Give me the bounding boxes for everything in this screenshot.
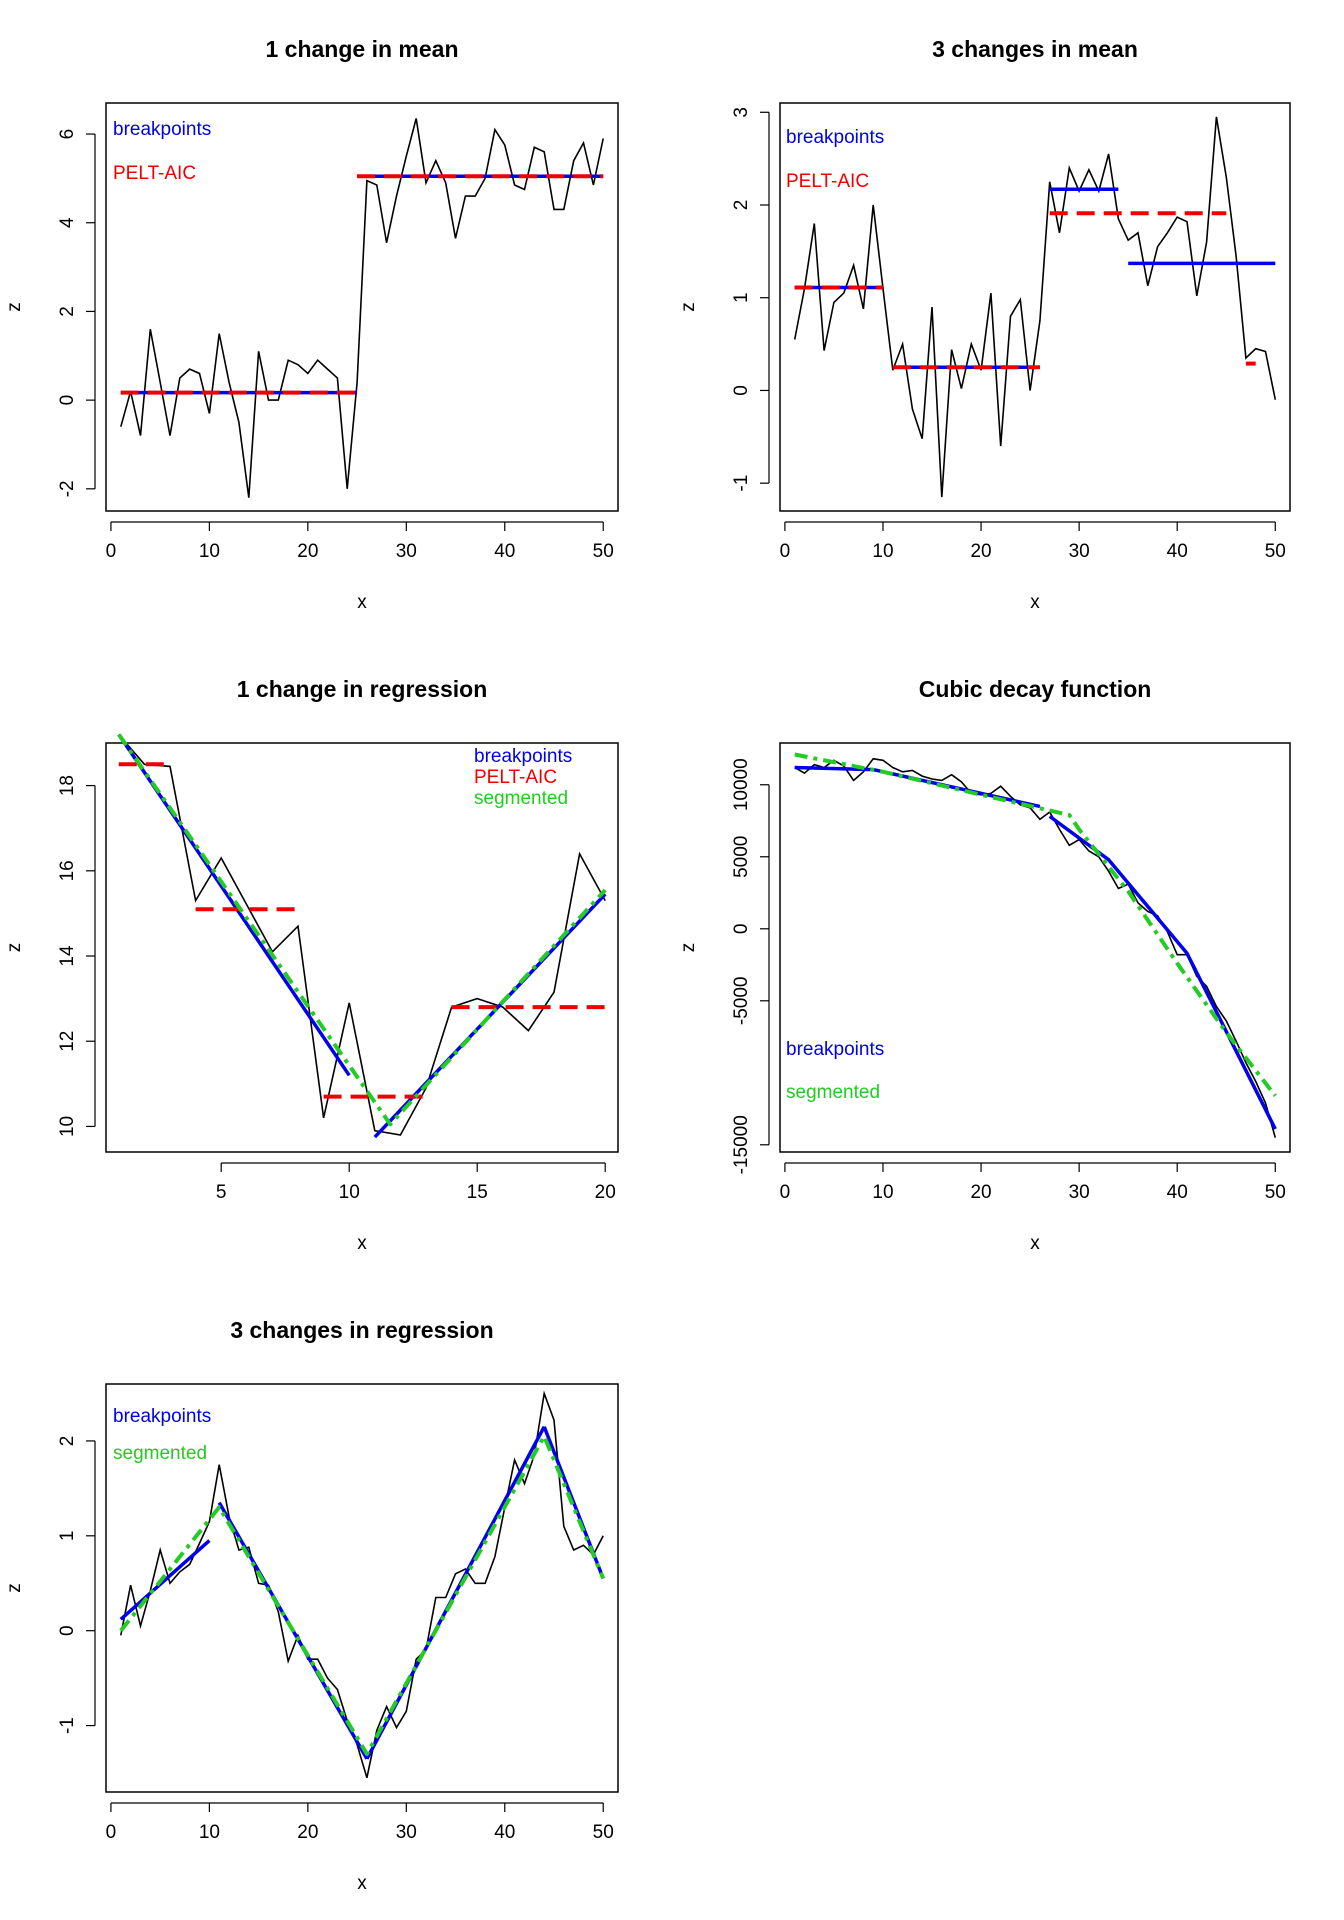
x-tick-label: 50 (1265, 541, 1286, 562)
chart-panel: 3 changes in mean 0 10 20 30 40 50 x -1 0 1 2 3 z brea… (678, 36, 1291, 613)
chart-title: 1 change in mean (265, 36, 458, 62)
y-tick-label: 5000 (731, 836, 752, 878)
legend-item: PELT-AIC (786, 171, 869, 192)
y-tick-label: -15000 (731, 1115, 752, 1174)
legend-item: PELT-AIC (474, 767, 557, 788)
y-tick-label: -5000 (731, 976, 752, 1025)
x-tick-label: 20 (970, 541, 991, 562)
y-tick-label: 18 (57, 775, 78, 796)
chart-title: 3 changes in mean (932, 36, 1138, 62)
y-tick-label: -2 (57, 480, 78, 497)
series-line-breakpoints (1048, 814, 1277, 1130)
x-axis-label: x (1030, 1233, 1040, 1254)
legend-item: breakpoints (113, 1406, 211, 1427)
x-tick-label: 5 (216, 1182, 227, 1203)
x-tick-label: 20 (595, 1182, 616, 1203)
y-tick-label: 2 (57, 306, 78, 317)
y-axis-label: z (678, 943, 699, 953)
y-tick-label: 1 (731, 292, 752, 303)
x-tick-label: 10 (872, 1182, 893, 1203)
chart-panel: 1 change in regression 5 10 15 20 x 10 12 14 16 18… (4, 676, 619, 1254)
series-line-data (120, 118, 604, 498)
x-tick-label: 30 (1069, 541, 1090, 562)
plot-frame (105, 102, 619, 512)
chart-title: 3 changes in regression (230, 1317, 493, 1343)
series-line-segmented (117, 733, 607, 1127)
x-tick-label: 30 (1069, 1182, 1090, 1203)
x-tick-label: 30 (396, 541, 417, 562)
y-tick-label: 0 (57, 1625, 78, 1636)
y-tick-label: 4 (57, 217, 78, 228)
plot-frame (779, 102, 1291, 512)
y-tick-label: 0 (731, 385, 752, 396)
y-tick-label: 12 (57, 1031, 78, 1052)
x-tick-label: 40 (494, 1822, 515, 1843)
x-axis-label: x (357, 1873, 367, 1894)
y-tick-label: 1 (57, 1531, 78, 1542)
series-line-data (794, 757, 1277, 1138)
legend-item: breakpoints (113, 119, 211, 140)
legend-item: breakpoints (786, 127, 884, 148)
y-tick-label: 16 (57, 860, 78, 881)
y-tick-label: -1 (731, 475, 752, 492)
y-tick-label: 10 (57, 1116, 78, 1137)
legend-item: breakpoints (474, 746, 572, 767)
y-axis-label: z (4, 943, 25, 953)
x-tick-label: 10 (199, 541, 220, 562)
series-line-data (120, 1390, 604, 1779)
x-tick-label: 30 (396, 1822, 417, 1843)
x-tick-label: 40 (1167, 1182, 1188, 1203)
plot-frame (105, 742, 619, 1153)
chart-panel: 1 change in mean 0 10 20 30 40 50 x -2 0 2 4 6 z break… (4, 36, 619, 613)
series-line-data (793, 116, 1277, 498)
series-line-breakpoints (119, 1539, 211, 1621)
plot-frame (105, 1383, 619, 1793)
x-tick-label: 20 (970, 1182, 991, 1203)
x-tick-label: 10 (872, 541, 893, 562)
legend-item: breakpoints (786, 1039, 884, 1060)
legend-item: PELT-AIC (113, 163, 196, 184)
y-tick-label: 2 (57, 1436, 78, 1447)
y-tick-label: 0 (57, 395, 78, 406)
series-line-data (118, 733, 606, 1136)
x-tick-label: 10 (339, 1182, 360, 1203)
y-axis-label: z (4, 1583, 25, 1593)
x-tick-label: 15 (467, 1182, 488, 1203)
y-tick-label: 2 (731, 200, 752, 211)
x-tick-label: 0 (106, 1822, 117, 1843)
y-tick-label: 3 (731, 107, 752, 118)
y-tick-label: 14 (57, 945, 78, 967)
x-tick-label: 0 (780, 1182, 791, 1203)
y-axis-label: z (678, 302, 699, 312)
x-tick-label: 20 (297, 541, 318, 562)
legend-item: segmented (786, 1082, 880, 1103)
chart-title: 1 change in regression (237, 676, 488, 702)
x-tick-label: 0 (106, 541, 117, 562)
x-axis-label: x (1030, 592, 1040, 613)
x-tick-label: 0 (780, 541, 791, 562)
y-tick-label: 0 (731, 923, 752, 934)
x-tick-label: 20 (297, 1822, 318, 1843)
x-tick-label: 50 (593, 1822, 614, 1843)
series-line-segmented (119, 1434, 606, 1756)
y-axis-label: z (4, 302, 25, 312)
chart-title: Cubic decay function (919, 676, 1152, 702)
legend-item: segmented (474, 788, 568, 809)
y-tick-label: 6 (57, 129, 78, 140)
legend-item: segmented (113, 1443, 207, 1464)
chart-panel: Cubic decay function 0 10 20 30 40 50 x -15000 -5… (678, 676, 1291, 1254)
plot-frame (779, 742, 1291, 1153)
x-axis-label: x (357, 1233, 367, 1254)
chart-panel: 3 changes in regression 0 10 20 30 40 50 x -1 0 1 2… (4, 1317, 619, 1894)
x-tick-label: 50 (593, 541, 614, 562)
y-tick-label: -1 (57, 1717, 78, 1734)
x-tick-label: 50 (1265, 1182, 1286, 1203)
y-tick-label: 10000 (731, 758, 752, 811)
x-tick-label: 40 (1167, 541, 1188, 562)
x-tick-label: 40 (494, 541, 515, 562)
series-line-segmented (794, 752, 1277, 1098)
x-axis-label: x (357, 592, 367, 613)
x-tick-label: 10 (199, 1822, 220, 1843)
